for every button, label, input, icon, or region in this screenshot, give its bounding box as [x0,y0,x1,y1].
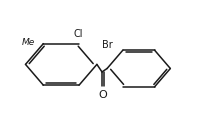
Text: Me: Me [21,38,35,47]
Text: O: O [99,90,107,99]
Text: Br: Br [102,40,113,50]
Text: Cl: Cl [73,29,83,39]
